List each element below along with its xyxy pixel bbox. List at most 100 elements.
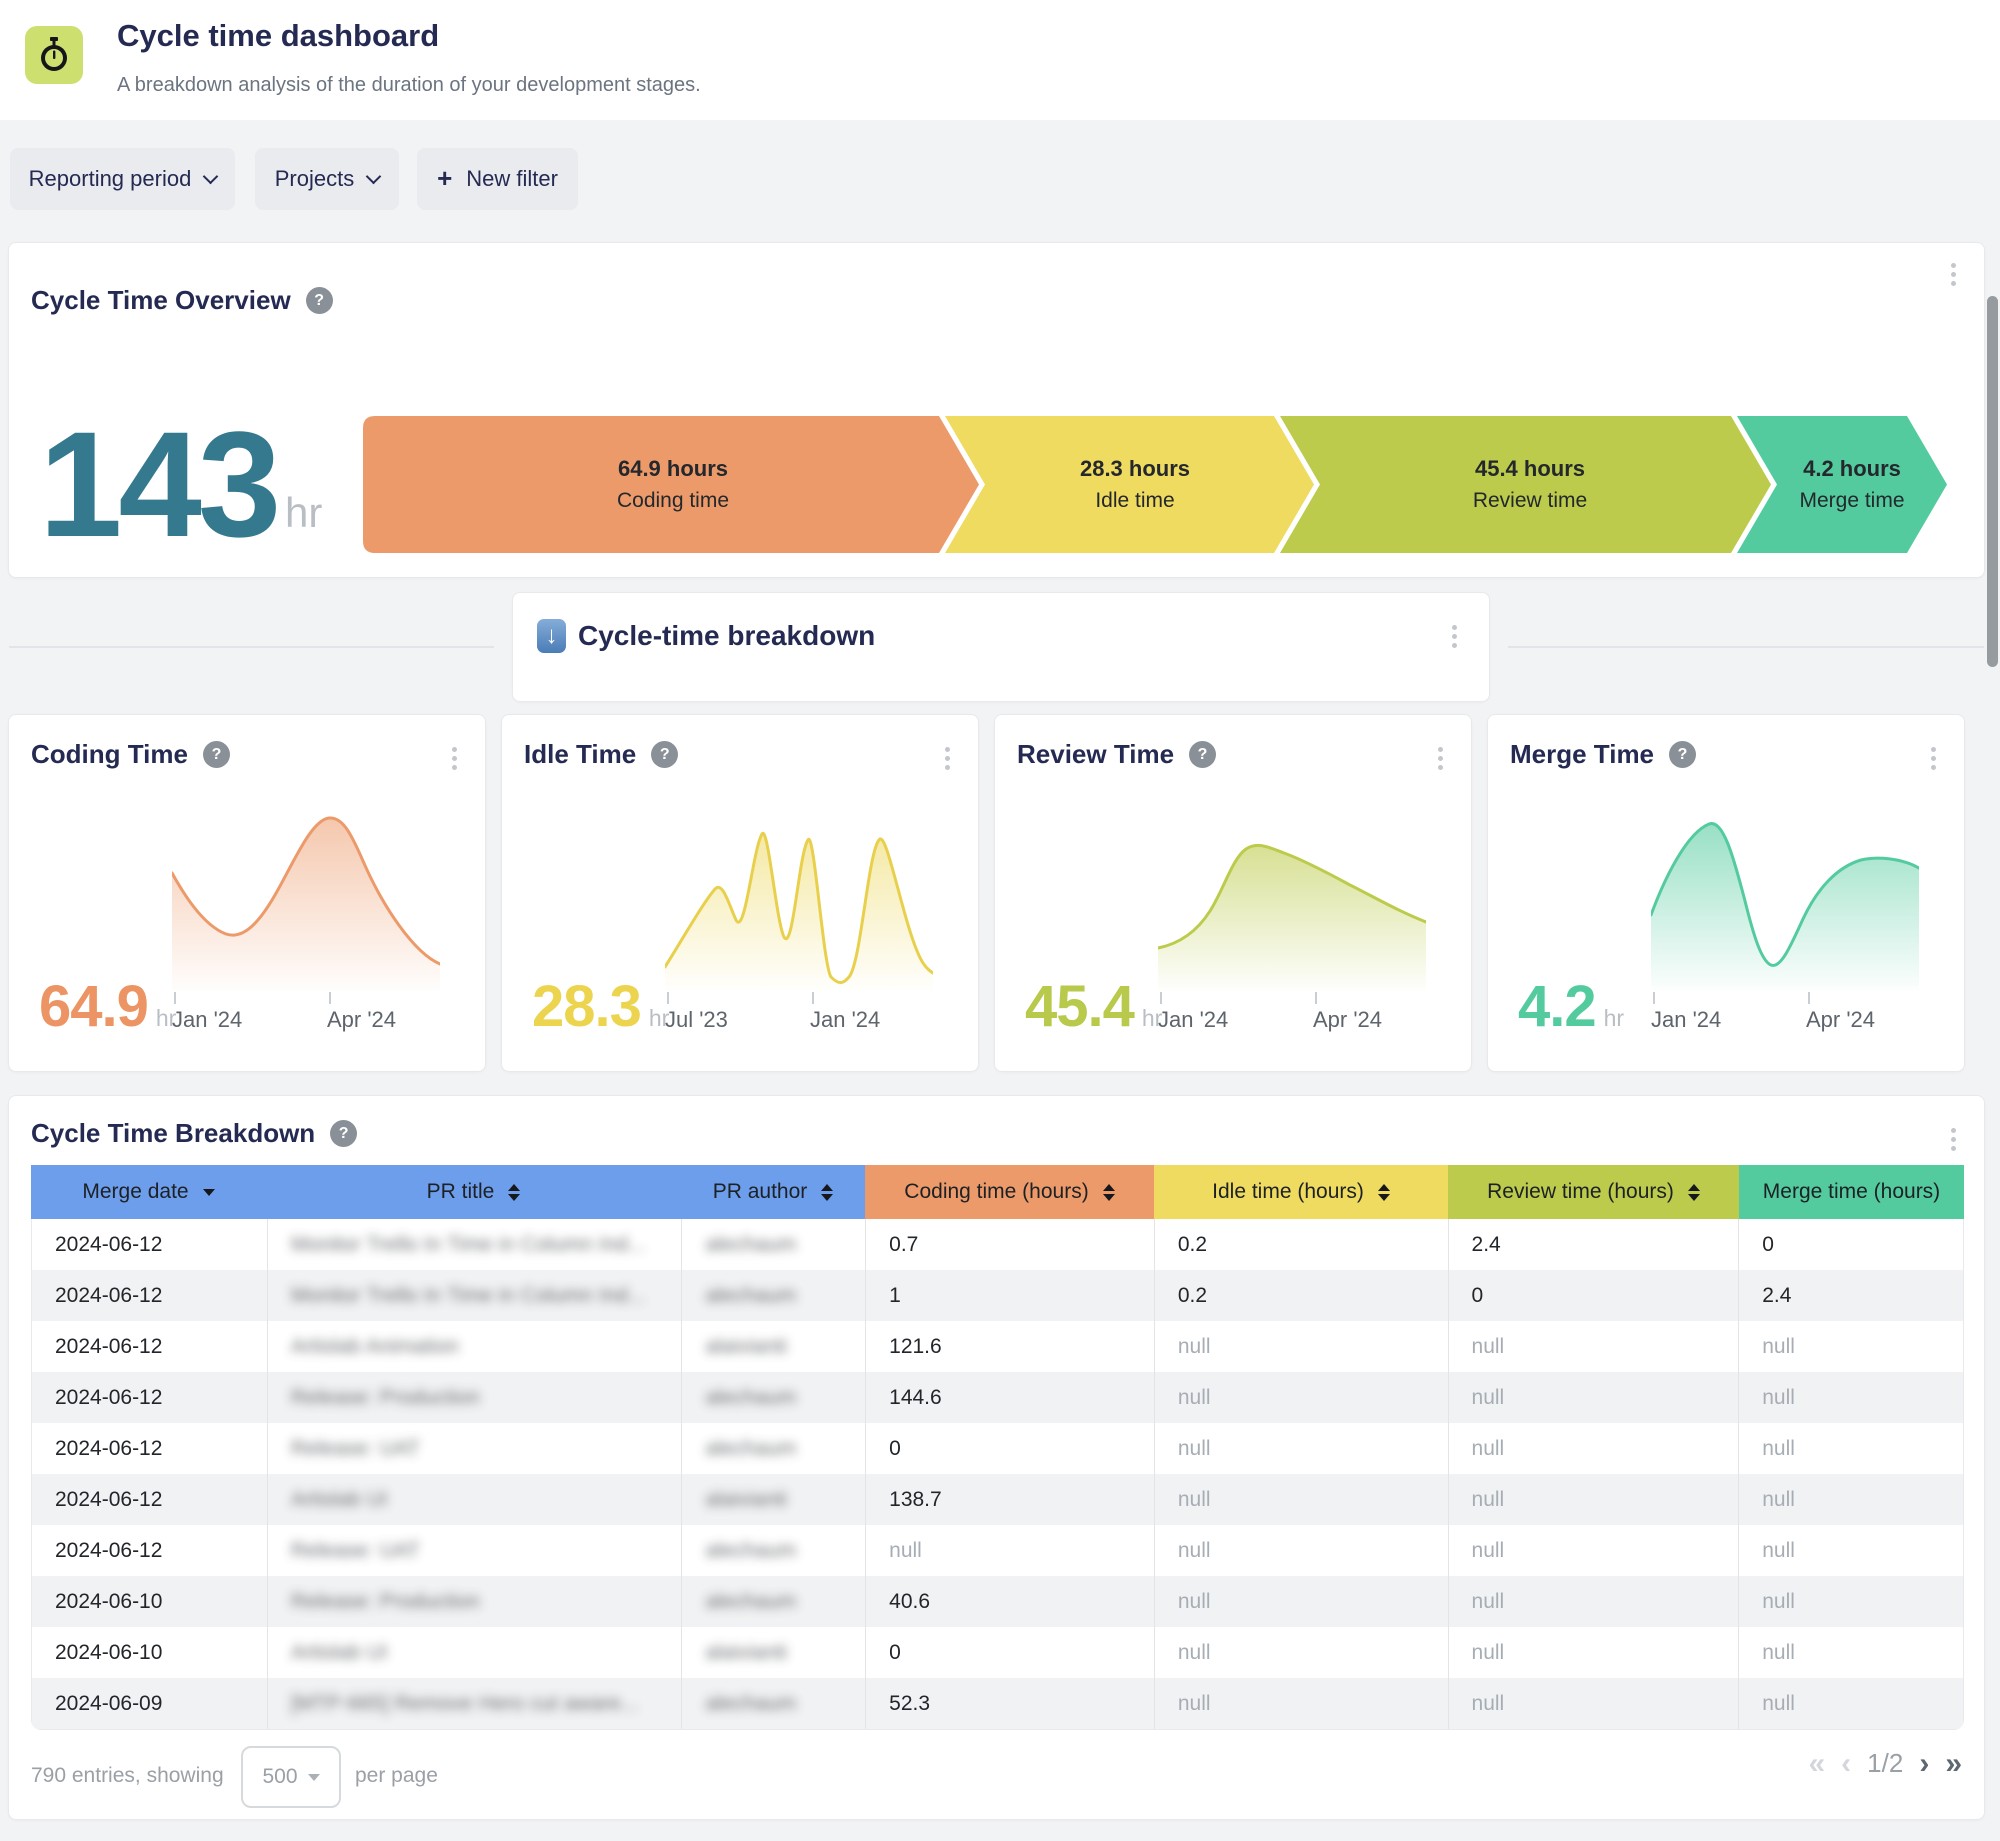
kebab-menu-icon[interactable]	[446, 741, 463, 776]
table-title: Cycle Time Breakdown	[31, 1118, 315, 1149]
column-header-label: Idle time (hours)	[1212, 1180, 1364, 1204]
metric-title: Idle Time	[524, 739, 636, 770]
table-cell: Monitor Trello In Time in Column Ind...	[267, 1219, 682, 1270]
table-cell: alechaum	[681, 1219, 865, 1270]
kebab-menu-icon[interactable]	[1945, 1122, 1962, 1157]
page-size-select[interactable]: 500	[241, 1746, 341, 1808]
table-cell: 2024-06-10	[32, 1627, 267, 1678]
pagination: « ‹ 1/2 › »	[1808, 1748, 1962, 1779]
table-row: 2024-06-12Artislab UIalaivianti138.7null…	[32, 1474, 1963, 1525]
table-row: 2024-06-10Release: Productionalechaum40.…	[32, 1576, 1963, 1627]
sort-icon	[508, 1184, 520, 1201]
table-cell: 121.6	[865, 1321, 1154, 1372]
entries-count-label: 790 entries, showing	[31, 1764, 224, 1788]
metric-value: 4.2hr	[1518, 973, 1624, 1040]
table-cell: null	[1448, 1525, 1739, 1576]
table-cell: 0	[865, 1423, 1154, 1474]
new-filter-button[interactable]: + New filter	[417, 148, 578, 210]
column-header-label: Review time (hours)	[1487, 1180, 1674, 1204]
table-cell: null	[1154, 1321, 1448, 1372]
table-cell: null	[1448, 1321, 1739, 1372]
help-icon[interactable]: ?	[330, 1120, 357, 1147]
metric-value: 45.4hr	[1025, 973, 1162, 1040]
coding-time-card: Coding Time ? Jan '24 Apr '24 64.9hr	[8, 714, 486, 1072]
axis-tick-label: Jan '24	[1651, 1007, 1721, 1033]
sort-icon	[1103, 1184, 1115, 1201]
last-page-button[interactable]: »	[1945, 1749, 1962, 1779]
metric-title: Review Time	[1017, 739, 1174, 770]
help-icon[interactable]: ?	[1669, 741, 1696, 768]
help-icon[interactable]: ?	[651, 741, 678, 768]
projects-filter-button[interactable]: Projects	[255, 148, 399, 210]
column-header-label: Coding time (hours)	[904, 1180, 1088, 1204]
column-header-idle-time-hours[interactable]: Idle time (hours)	[1154, 1165, 1448, 1219]
table-cell: 2.4	[1738, 1270, 1963, 1321]
coding-time-sparkline	[172, 815, 440, 990]
cycle-time-overview-card: Cycle Time Overview ? 143 hr 64.9 hours …	[8, 242, 1985, 578]
table-cell: alechaum	[681, 1270, 865, 1321]
column-header-pr-author[interactable]: PR author	[681, 1165, 865, 1219]
vertical-scrollbar-thumb[interactable]	[1987, 296, 1998, 667]
column-header-pr-title[interactable]: PR title	[266, 1165, 681, 1219]
reporting-period-filter-button[interactable]: Reporting period	[10, 148, 235, 210]
total-cycle-time-unit: hr	[285, 489, 322, 537]
total-cycle-time-value: 143	[39, 409, 277, 559]
caret-down-icon	[308, 1774, 320, 1781]
table-cell: 2024-06-12	[32, 1474, 267, 1525]
help-icon[interactable]: ?	[203, 741, 230, 768]
table-body: 2024-06-12Monitor Trello In Time in Colu…	[31, 1219, 1964, 1730]
column-header-merge-time-hours[interactable]: Merge time (hours)	[1739, 1165, 1964, 1219]
table-cell: null	[1448, 1678, 1739, 1729]
kebab-menu-icon[interactable]	[1432, 741, 1449, 776]
table-cell: null	[1448, 1474, 1739, 1525]
kebab-menu-icon[interactable]	[1945, 257, 1962, 292]
axis-tick-label: Jul '23	[665, 1007, 728, 1033]
table-cell: 144.6	[865, 1372, 1154, 1423]
axis-tick	[329, 992, 331, 1004]
table-cell: null	[1738, 1627, 1963, 1678]
down-arrow-emoji-icon: ↓	[537, 619, 566, 653]
table-cell: Release: UAT	[267, 1423, 682, 1474]
review-time-card: Review Time ? Jan '24 Apr '24 45.4hr	[994, 714, 1472, 1072]
previous-page-button[interactable]: ‹	[1841, 1749, 1851, 1779]
axis-tick-label: Apr '24	[327, 1007, 396, 1033]
table-cell: null	[1738, 1525, 1963, 1576]
table-cell: 40.6	[865, 1576, 1154, 1627]
plus-icon: +	[437, 163, 452, 194]
help-icon[interactable]: ?	[1189, 741, 1216, 768]
table-cell: Artislab UI	[267, 1474, 682, 1525]
table-cell: alechaum	[681, 1423, 865, 1474]
coding-segment: 64.9 hours Coding time	[403, 416, 943, 553]
kebab-menu-icon[interactable]	[939, 741, 956, 776]
divider-line	[9, 646, 494, 648]
axis-tick	[1808, 992, 1810, 1004]
table-row: 2024-06-12Artislab Animationalaivianti12…	[32, 1321, 1963, 1372]
breakdown-table: Merge datePR titlePR author Coding time (…	[31, 1165, 1964, 1730]
table-cell: null	[1154, 1576, 1448, 1627]
column-header-coding-time-hours[interactable]: Coding time (hours)	[865, 1165, 1154, 1219]
column-header-merge-date[interactable]: Merge date	[31, 1165, 266, 1219]
table-cell: null	[1448, 1576, 1739, 1627]
idle-segment: 28.3 hours Idle time	[985, 416, 1285, 553]
column-header-label: Merge time (hours)	[1763, 1180, 1940, 1204]
table-cell: null	[1448, 1423, 1739, 1474]
first-page-button[interactable]: «	[1808, 1749, 1825, 1779]
table-row: 2024-06-12Release: Productionalechaum144…	[32, 1372, 1963, 1423]
table-cell: 2024-06-10	[32, 1576, 267, 1627]
next-page-button[interactable]: ›	[1919, 1749, 1929, 1779]
kebab-menu-icon[interactable]	[1446, 619, 1463, 654]
merge-time-sparkline	[1651, 815, 1919, 990]
table-cell: null	[1154, 1474, 1448, 1525]
axis-tick-label: Jan '24	[810, 1007, 880, 1033]
column-header-review-time-hours[interactable]: Review time (hours)	[1448, 1165, 1739, 1219]
table-cell: 0	[865, 1627, 1154, 1678]
idle-time-card: Idle Time ? Jul '23 Jan '24 28.3hr	[501, 714, 979, 1072]
merge-segment: 4.2 hours Merge time	[1767, 416, 1937, 553]
table-cell: null	[1154, 1525, 1448, 1576]
table-row: 2024-06-10Artislab UIalaivianti0nullnull…	[32, 1627, 1963, 1678]
table-cell: 2024-06-12	[32, 1219, 267, 1270]
kebab-menu-icon[interactable]	[1925, 741, 1942, 776]
table-cell: null	[1154, 1372, 1448, 1423]
help-icon[interactable]: ?	[306, 287, 333, 314]
table-cell: Release: UAT	[267, 1525, 682, 1576]
